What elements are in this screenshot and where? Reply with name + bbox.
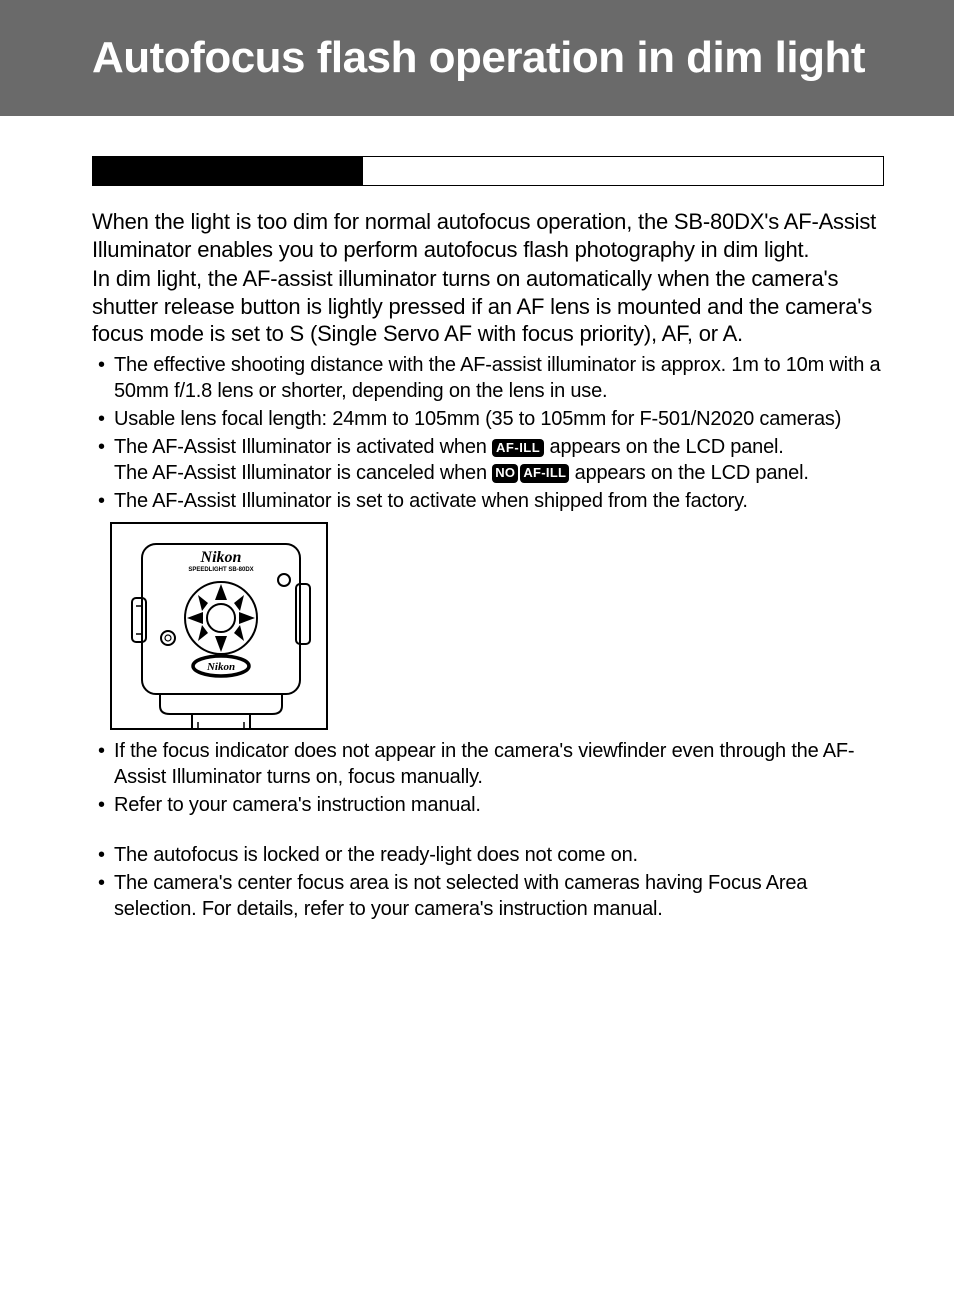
section-bar-black [93,157,363,185]
bullet-text: If the focus indicator does not appear i… [114,738,884,790]
no-af-ill-icon: NOAF-ILL [492,464,569,483]
bullet-item: • The AF-Assist Illuminator is set to ac… [92,488,884,514]
text-fragment: appears on the LCD panel. [575,462,809,484]
bullet-item: • Refer to your camera's instruction man… [92,792,884,818]
spacer [92,820,884,838]
bullet-text: The AF-Assist Illuminator is activated w… [114,434,884,486]
model-label: SPEEDLIGHT SB-80DX [188,567,253,573]
brand-label: Nikon [200,549,242,566]
page-content: When the light is too dim for normal aut… [0,116,954,922]
bullet-item: • The effective shooting distance with t… [92,352,884,404]
bullet-text: The effective shooting distance with the… [114,352,884,404]
bullet-dot-icon: • [92,792,114,818]
section-bar-white [363,157,883,185]
text-fragment: The AF-Assist Illuminator is activated w… [114,436,492,458]
bullet-text: The camera's center focus area is not se… [114,870,884,922]
bullet-dot-icon: • [92,870,114,896]
bullet-dot-icon: • [92,842,114,868]
speedlight-device-figure: Nikon SPEEDLIGHT SB-80DX [110,522,328,730]
text-fragment: The AF-Assist Illuminator is canceled wh… [114,462,492,484]
bullet-text: Usable lens focal length: 24mm to 105mm … [114,406,884,432]
intro-paragraph-1: When the light is too dim for normal aut… [92,208,884,263]
speedlight-illustration: Nikon SPEEDLIGHT SB-80DX [112,524,328,730]
intro-paragraph-2: In dim light, the AF-assist illuminator … [92,265,884,348]
logo-label: Nikon [206,661,235,673]
no-badge-part: NO [492,464,518,483]
bullet-dot-icon: • [92,738,114,764]
bullet-dot-icon: • [92,352,114,378]
bullet-item: • The camera's center focus area is not … [92,870,884,922]
bullet-item: • If the focus indicator does not appear… [92,738,884,790]
bullet-text: Refer to your camera's instruction manua… [114,792,884,818]
bullet-item-icons: • The AF-Assist Illuminator is activated… [92,434,884,486]
bullet-item: • Usable lens focal length: 24mm to 105m… [92,406,884,432]
page-header: Autofocus flash operation in dim light [0,0,954,116]
bullet-dot-icon: • [92,434,114,460]
af-ill-icon: AF-ILL [492,439,544,458]
text-fragment: appears on the LCD panel. [550,436,784,458]
bullet-list-top: • The effective shooting distance with t… [92,352,884,514]
bullet-item: • The autofocus is locked or the ready-l… [92,842,884,868]
bullet-dot-icon: • [92,488,114,514]
bullet-dot-icon: • [92,406,114,432]
manual-page: Autofocus flash operation in dim light W… [0,0,954,1311]
bullet-text: The AF-Assist Illuminator is set to acti… [114,488,884,514]
bullet-list-mid: • If the focus indicator does not appear… [92,738,884,818]
af-ill-badge-part: AF-ILL [520,464,569,483]
bullet-text: The autofocus is locked or the ready-lig… [114,842,884,868]
page-title: Autofocus flash operation in dim light [92,33,865,83]
bullet-list-bottom: • The autofocus is locked or the ready-l… [92,842,884,922]
section-divider-bar [92,156,884,186]
